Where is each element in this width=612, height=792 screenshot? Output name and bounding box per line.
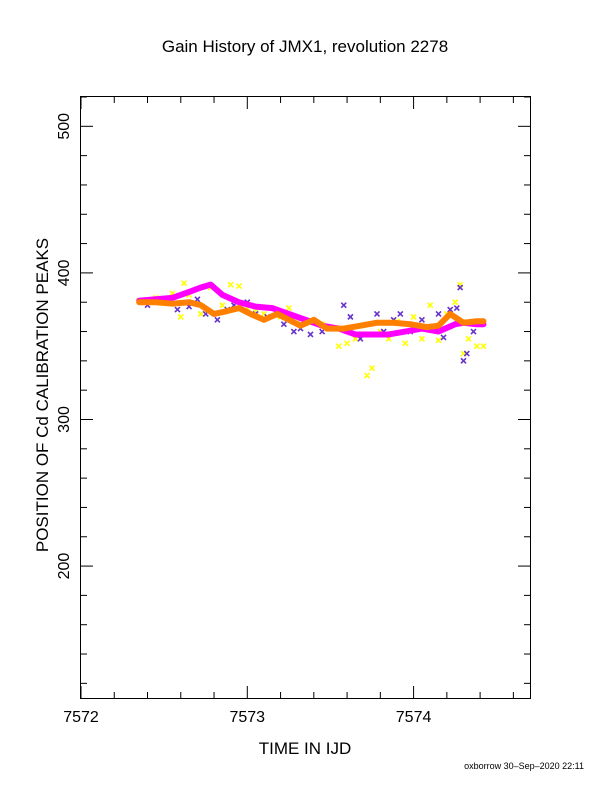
data-point [457, 284, 464, 291]
data-point [280, 321, 287, 328]
x-axis-label: TIME IN IJD [259, 739, 352, 758]
data-point [435, 337, 442, 344]
data-point [480, 343, 487, 350]
data-point [460, 357, 467, 364]
data-point [435, 310, 442, 318]
data-point [453, 305, 460, 312]
data-point [285, 305, 292, 312]
x-tick-label: 7573 [229, 709, 265, 726]
x-tick-label: 7574 [396, 709, 432, 726]
data-point [402, 340, 409, 347]
y-tick-label: 300 [56, 406, 73, 433]
data-point [463, 350, 470, 357]
data-point [368, 365, 376, 372]
data-point [227, 281, 234, 288]
data-point [219, 302, 226, 309]
data-point [452, 299, 459, 306]
chart-title: Gain History of JMX1, revolution 2278 [162, 37, 448, 56]
data-point [363, 372, 371, 379]
series-line [136, 299, 487, 332]
data-point [344, 340, 351, 347]
data-point [470, 328, 477, 335]
data-point [473, 343, 480, 350]
data-point [307, 331, 314, 338]
data-point [235, 283, 243, 290]
footer-stamp: oxborrow 30–Sep–2020 22:11 [464, 761, 584, 771]
data-point [418, 335, 425, 342]
data-point [290, 328, 297, 335]
data-point [335, 343, 342, 350]
data-point [177, 313, 184, 320]
series-3 [136, 299, 487, 332]
data-point [410, 313, 417, 320]
data-point [397, 310, 404, 318]
y-axis-label: POSITION OF Cd CALIBRATION PEAKS [33, 238, 52, 552]
y-tick-label: 400 [56, 259, 73, 286]
data-point [418, 316, 425, 323]
data-point [197, 310, 204, 318]
data-point [465, 335, 472, 342]
data-point [427, 302, 434, 309]
axis-ticks: 7572 7573 7574 200 300 400 500 [56, 96, 530, 726]
data-point [347, 313, 354, 320]
series-layer [136, 280, 487, 379]
y-tick-label: 500 [56, 113, 73, 140]
data-point [174, 306, 181, 313]
y-tick-label: 200 [56, 553, 73, 580]
data-point [340, 302, 347, 309]
plot-frame [80, 96, 531, 699]
x-tick-label: 7572 [63, 709, 99, 726]
data-point [440, 334, 447, 341]
data-point [373, 310, 381, 318]
data-point [214, 316, 221, 323]
data-point [447, 306, 454, 313]
data-point [181, 280, 188, 287]
